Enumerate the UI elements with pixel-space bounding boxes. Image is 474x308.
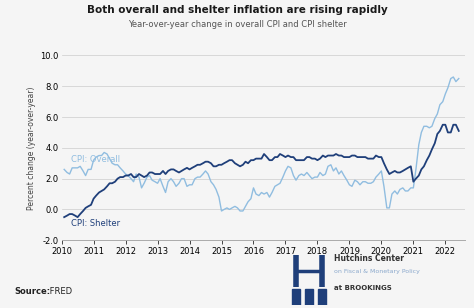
Text: Hutchins Center: Hutchins Center xyxy=(334,254,404,263)
Text: CPI: Overall: CPI: Overall xyxy=(71,155,120,164)
Bar xyxy=(305,289,313,305)
Text: on Fiscal & Monetary Policy: on Fiscal & Monetary Policy xyxy=(334,270,420,274)
Text: at BROOKINGS: at BROOKINGS xyxy=(334,285,392,291)
Text: Year-over-year change in overall CPI and CPI shelter: Year-over-year change in overall CPI and… xyxy=(128,20,346,29)
Bar xyxy=(318,289,326,305)
Y-axis label: Percent change (year-over-year): Percent change (year-over-year) xyxy=(27,86,36,209)
Text: Both overall and shelter inflation are rising rapidly: Both overall and shelter inflation are r… xyxy=(87,5,387,14)
Text: FRED: FRED xyxy=(47,287,73,296)
Text: CPI: Shelter: CPI: Shelter xyxy=(71,219,120,228)
Text: Source:: Source: xyxy=(14,287,50,296)
Bar xyxy=(292,289,301,305)
